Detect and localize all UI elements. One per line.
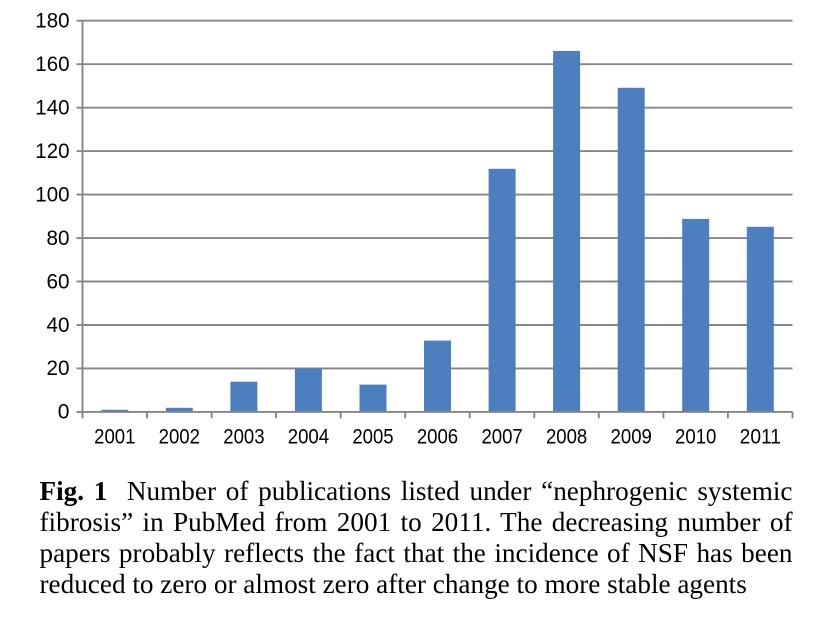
svg-text:20: 20: [47, 356, 70, 380]
svg-text:2008: 2008: [546, 424, 587, 448]
svg-text:2001: 2001: [94, 424, 135, 448]
svg-text:2011: 2011: [740, 424, 781, 448]
svg-text:2005: 2005: [352, 424, 393, 448]
svg-text:2002: 2002: [159, 424, 200, 448]
svg-text:2003: 2003: [223, 424, 264, 448]
svg-text:40: 40: [47, 313, 70, 337]
svg-text:2007: 2007: [481, 424, 522, 448]
svg-text:2006: 2006: [417, 424, 458, 448]
svg-text:140: 140: [35, 96, 69, 120]
svg-text:80: 80: [47, 226, 70, 250]
svg-text:120: 120: [35, 139, 69, 163]
svg-text:180: 180: [35, 9, 69, 33]
svg-text:0: 0: [58, 400, 70, 424]
svg-text:60: 60: [47, 269, 70, 293]
svg-text:2010: 2010: [675, 424, 716, 448]
svg-text:2004: 2004: [288, 424, 329, 448]
svg-text:160: 160: [35, 52, 69, 76]
svg-text:100: 100: [35, 182, 69, 206]
svg-text:2009: 2009: [611, 424, 652, 448]
